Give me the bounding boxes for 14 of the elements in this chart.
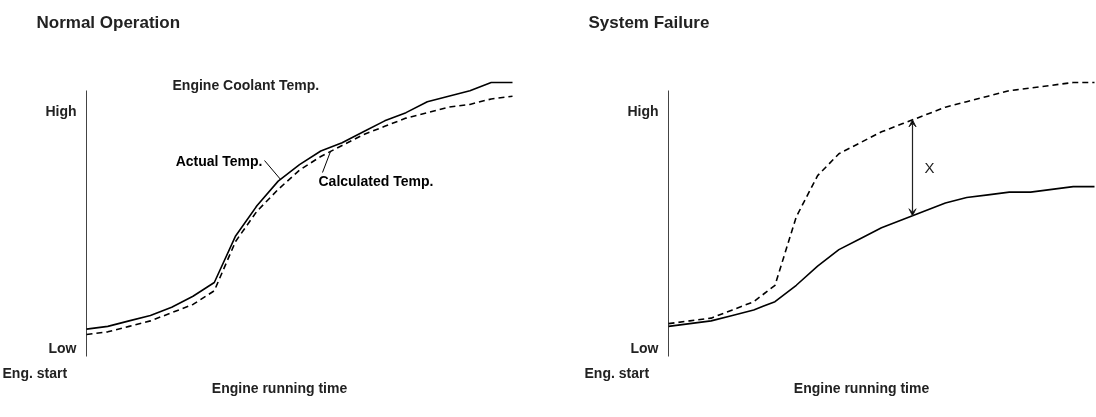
text: Eng. start (584, 364, 650, 381)
chart-title: System Failure (588, 13, 710, 32)
x-axis-title: Engine running time (211, 379, 348, 396)
annotation: High (627, 102, 659, 119)
annotation: Low (630, 339, 659, 356)
chart-title: Normal Operation (36, 13, 181, 32)
legend-label: Actual Temp. (175, 152, 263, 169)
chart-subtitle: Engine Coolant Temp. (172, 76, 320, 93)
annotation: High (45, 102, 77, 119)
text: Eng. start (2, 364, 68, 381)
annotation: Low (48, 339, 77, 356)
x-axis-title: Engine running time (793, 379, 930, 396)
annotation: X (924, 159, 935, 177)
series-label: Calculated Temp. (318, 172, 434, 189)
